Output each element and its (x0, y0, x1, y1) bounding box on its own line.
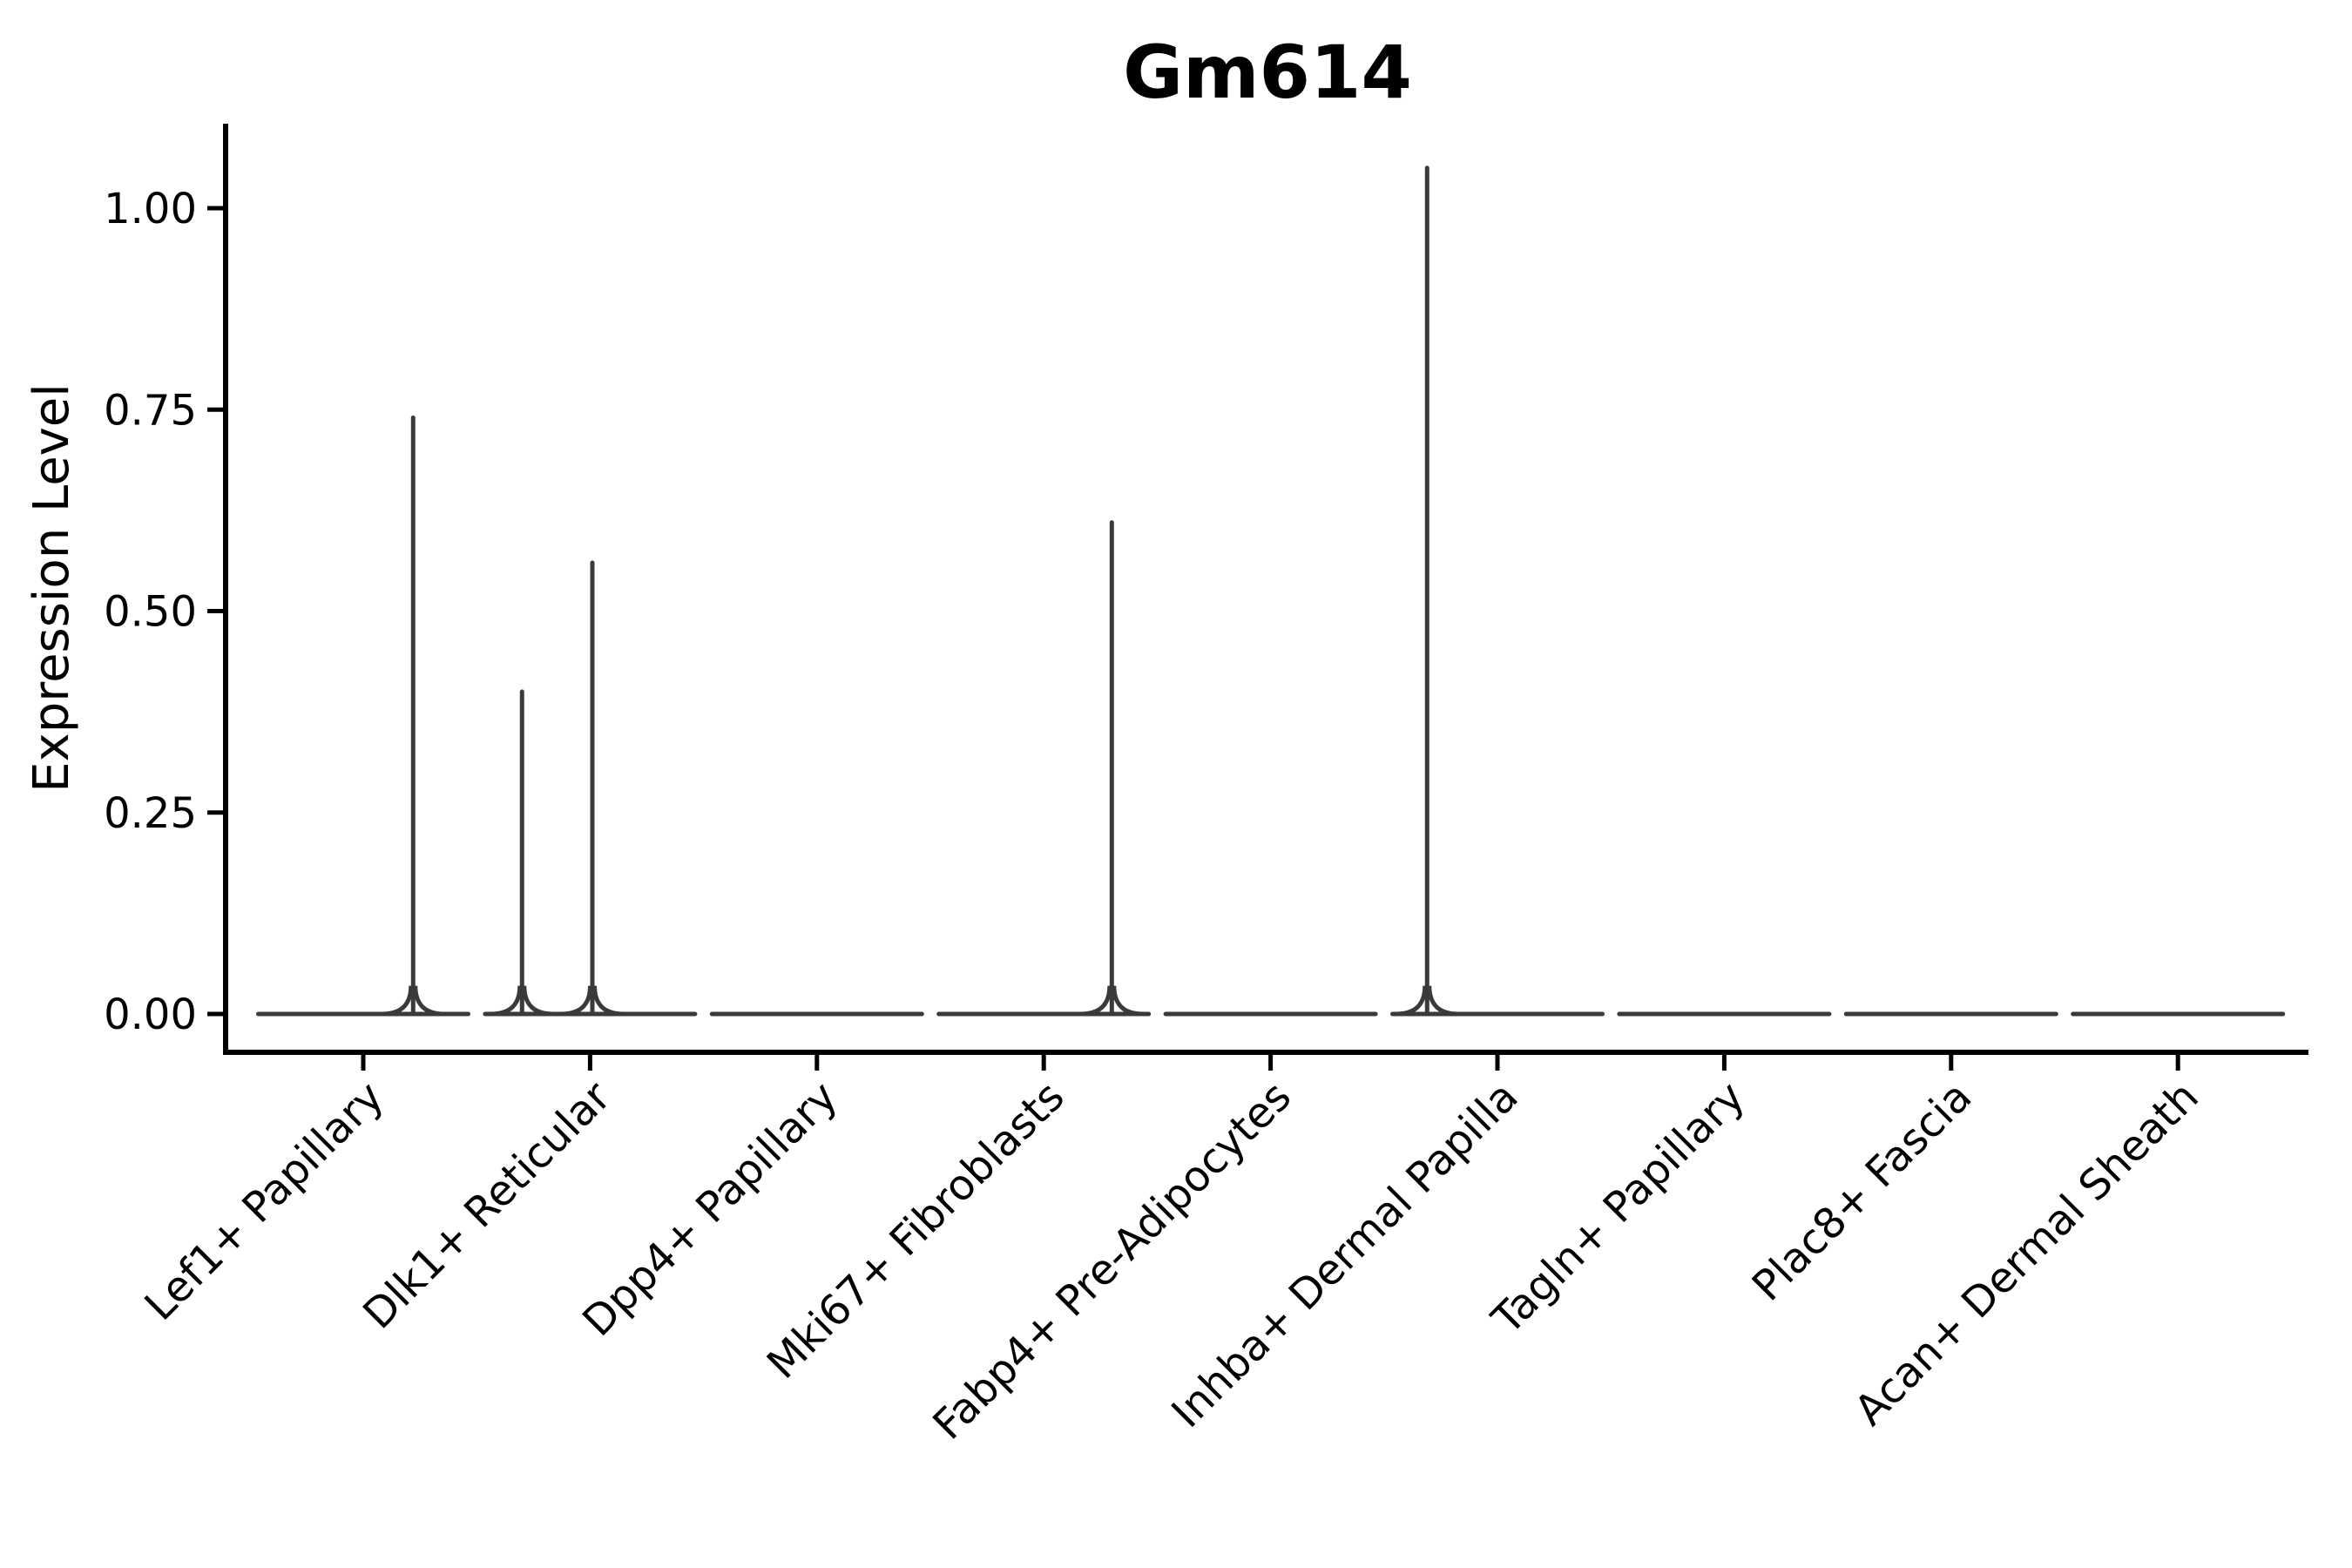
x-tick-label: Tagln+ Papillary (1483, 1072, 1754, 1344)
violin (1390, 166, 1605, 1017)
chart-title: Gm614 (1123, 30, 1412, 115)
y-axis-label: Expression Level (24, 383, 80, 793)
violin-spike-flare (522, 985, 554, 1017)
violin-spike-flare (490, 985, 523, 1017)
y-tick-label: 0.50 (104, 588, 197, 637)
violin-spike-flare (592, 985, 625, 1017)
axes-layer: 0.00 0.25 0.50 0.75 1.00 Lef1+ PapillaryDlk1+… (104, 124, 2308, 1450)
violin-spike-flare (1396, 985, 1428, 1017)
violin-spike-flare (560, 985, 593, 1017)
x-tick-label: Dlk1+ Reticular (354, 1072, 620, 1339)
y-tick-label: 0.75 (104, 386, 197, 435)
violin (936, 520, 1152, 1017)
x-tick-label: Lef1+ Papillary (136, 1072, 394, 1330)
violins-layer (256, 166, 2286, 1017)
x-tick-label: Plac8+ Fascia (1743, 1072, 1982, 1311)
violin-spike-flare (1427, 985, 1459, 1017)
y-tick-label: 0.00 (104, 990, 197, 1039)
x-tick-label: Fabp4+ Pre-Adipocytes (923, 1072, 1301, 1450)
violin-spike-flare (413, 985, 445, 1017)
violin (256, 416, 470, 1017)
violin-spike-flare (382, 985, 414, 1017)
violin (483, 560, 698, 1017)
violin-spike-flare (1080, 985, 1112, 1017)
violin-spike-flare (1112, 985, 1144, 1017)
y-tick-label: 1.00 (104, 185, 197, 233)
y-tick-label: 0.25 (104, 789, 197, 838)
